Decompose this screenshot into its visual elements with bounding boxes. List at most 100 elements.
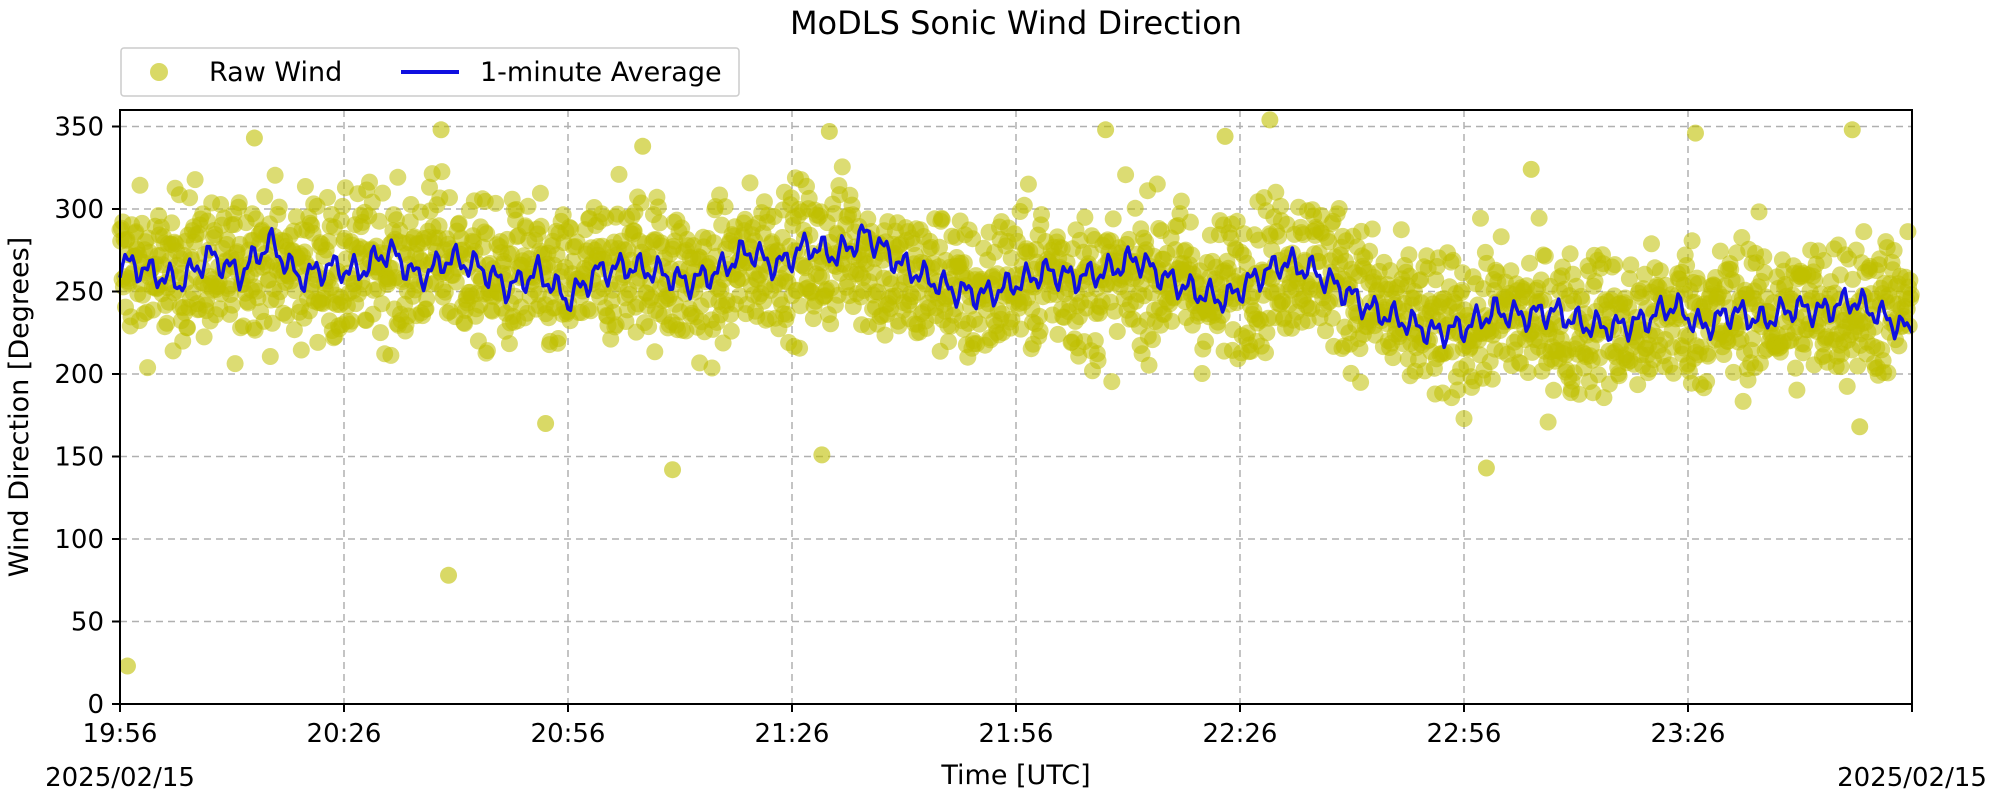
raw-wind-point xyxy=(163,214,181,232)
x-tick-label: 19:56 xyxy=(83,719,158,749)
raw-wind-point xyxy=(1899,223,1917,241)
raw-wind-point xyxy=(440,566,458,584)
raw-wind-point xyxy=(245,129,263,147)
raw-wind-point xyxy=(1838,377,1856,395)
raw-wind-point xyxy=(822,315,840,333)
x-tick-label: 20:56 xyxy=(531,719,606,749)
y-axis-title: Wind Direction [Degrees] xyxy=(4,237,35,577)
raw-wind-point xyxy=(582,302,600,320)
raw-wind-point xyxy=(1228,212,1246,230)
raw-wind-point xyxy=(532,217,550,235)
raw-wind-point xyxy=(632,194,650,212)
raw-wind-point xyxy=(1455,410,1473,428)
raw-wind-point xyxy=(1678,257,1696,274)
raw-wind-point xyxy=(309,333,327,351)
raw-wind-point xyxy=(716,198,734,216)
raw-wind-point xyxy=(610,165,628,183)
raw-wind-point xyxy=(1715,346,1733,363)
raw-wind-point xyxy=(1519,364,1537,381)
raw-wind-point xyxy=(133,214,151,232)
raw-wind-point xyxy=(441,189,458,207)
raw-wind-point xyxy=(1148,175,1166,193)
raw-wind-point xyxy=(1361,242,1379,260)
raw-wind-point xyxy=(1901,271,1919,289)
grid-lines xyxy=(120,110,1912,704)
raw-wind-point xyxy=(1330,200,1348,217)
raw-wind-point xyxy=(1106,302,1124,320)
raw-wind-point xyxy=(432,121,450,139)
raw-wind-point xyxy=(1796,335,1813,353)
raw-wind-point xyxy=(320,233,338,250)
raw-wind-point xyxy=(1683,232,1701,250)
raw-wind-point xyxy=(1539,413,1557,431)
raw-wind-point xyxy=(1120,230,1138,248)
raw-wind-point xyxy=(1258,324,1276,342)
raw-wind-point xyxy=(1689,275,1707,293)
raw-wind-point xyxy=(1363,220,1381,238)
raw-wind-point xyxy=(664,461,682,479)
raw-wind-point xyxy=(450,214,468,232)
raw-wind-point xyxy=(634,137,652,155)
raw-wind-point xyxy=(1272,197,1290,215)
x-axis-title: Time [UTC] xyxy=(940,760,1090,791)
raw-wind-point xyxy=(118,657,136,675)
raw-wind-point xyxy=(804,310,822,328)
legend: Raw Wind 1-minute Average xyxy=(120,47,740,97)
raw-wind-point xyxy=(285,321,303,339)
raw-wind-point xyxy=(1144,331,1161,349)
raw-wind-point xyxy=(1444,251,1462,269)
raw-wind-point xyxy=(1086,332,1104,350)
raw-wind-point xyxy=(820,122,838,140)
raw-wind-point xyxy=(1031,322,1049,340)
raw-wind-point xyxy=(813,446,831,464)
raw-wind-point xyxy=(1449,381,1467,399)
raw-wind-point xyxy=(1629,376,1647,394)
raw-wind-point xyxy=(372,324,389,342)
raw-wind-point xyxy=(1643,235,1660,253)
raw-wind-point xyxy=(181,189,199,207)
raw-wind-point xyxy=(292,341,310,359)
raw-wind-point xyxy=(1570,385,1588,403)
raw-wind-point xyxy=(1595,389,1613,407)
raw-wind-point xyxy=(833,158,851,176)
y-tick-label: 350 xyxy=(54,113,104,143)
raw-wind-point xyxy=(741,174,759,192)
raw-wind-point xyxy=(1815,252,1833,269)
raw-wind-point xyxy=(1197,332,1214,350)
legend-marker-raw-wind xyxy=(150,63,168,81)
raw-wind-point xyxy=(1257,344,1274,362)
raw-wind-point xyxy=(554,206,572,224)
raw-wind-point xyxy=(1033,206,1050,224)
average-line xyxy=(118,223,1914,350)
raw-wind-point xyxy=(334,197,352,215)
raw-wind-point xyxy=(1651,262,1669,280)
raw-wind-point xyxy=(1352,373,1370,391)
raw-wind-point xyxy=(971,315,988,333)
x-tick-label: 20:26 xyxy=(307,719,382,749)
raw-wind-point xyxy=(1855,223,1873,241)
raw-wind-point xyxy=(332,212,350,229)
average-line-layer xyxy=(118,223,1914,350)
raw-wind-point xyxy=(487,194,505,212)
raw-wind-point xyxy=(256,188,274,206)
raw-wind-point xyxy=(1750,203,1768,221)
raw-wind-point xyxy=(1573,291,1591,309)
raw-wind-point xyxy=(447,273,465,291)
raw-wind-point xyxy=(703,359,721,377)
raw-wind-point xyxy=(436,283,454,301)
x-tick-label: 21:56 xyxy=(979,719,1054,749)
raw-wind-point xyxy=(1089,352,1107,370)
raw-wind-point xyxy=(1453,281,1471,299)
x-tick-label: 22:26 xyxy=(1203,719,1278,749)
raw-wind-point xyxy=(1832,358,1850,376)
raw-wind-point xyxy=(1108,323,1126,340)
raw-wind-point xyxy=(1267,183,1285,201)
raw-wind-point xyxy=(1427,271,1445,289)
raw-wind-point xyxy=(389,168,407,186)
raw-wind-point xyxy=(1103,373,1121,391)
x-tick-label: 22:56 xyxy=(1427,719,1502,749)
raw-wind-point xyxy=(1392,221,1410,239)
y-tick-label: 150 xyxy=(54,443,104,473)
raw-wind-point xyxy=(1843,121,1861,139)
